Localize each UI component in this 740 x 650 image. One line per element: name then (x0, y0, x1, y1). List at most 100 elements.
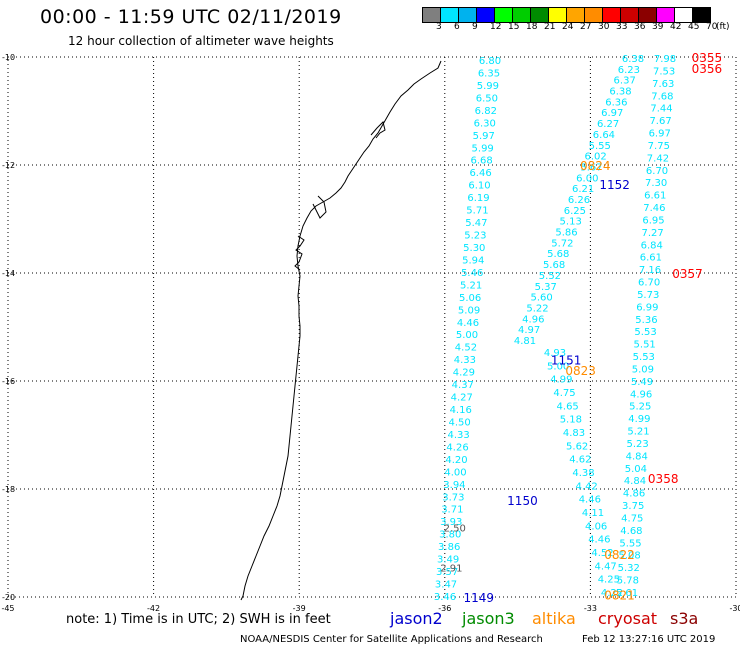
wave-height-value: 5.22 (526, 303, 548, 314)
wave-height-value: 6.70 (646, 166, 668, 177)
lon-tick-label: -42 (147, 604, 160, 613)
lon-tick-label: -33 (584, 604, 597, 613)
wave-height-value: 7.98 (654, 54, 676, 65)
wave-height-value: 6.36 (605, 97, 627, 108)
lon-tick-label: -45 (1, 604, 14, 613)
legend-swatch-1 (441, 8, 459, 22)
wave-height-value: 4.75 (553, 388, 575, 399)
wave-height-value: 6.23 (618, 65, 640, 76)
wave-height-value: 4.00 (444, 467, 466, 478)
wave-height-value: 6.38 (622, 54, 644, 65)
wave-height-value: 6.84 (641, 240, 663, 251)
wave-height-value: 6.80 (479, 56, 501, 67)
wave-height-value-low: 2.91 (440, 563, 462, 574)
wave-height-value: 4.68 (620, 526, 642, 537)
wave-height-value: 5.46 (461, 268, 483, 279)
wave-height-value: 4.75 (621, 513, 643, 524)
wave-height-value: 6.10 (468, 181, 490, 192)
wave-height-value: 3.57 (436, 567, 458, 578)
wave-height-value: 4.99 (550, 375, 572, 386)
map-frame (7, 56, 737, 598)
wave-height-value: 5.13 (560, 217, 582, 228)
wave-height-value: 6.19 (467, 193, 489, 204)
wave-height-value: 5.97 (473, 131, 495, 142)
wave-height-value: 5.04 (625, 464, 647, 475)
wave-height-value: 5.62 (566, 441, 588, 452)
lat-tick-label: -12 (2, 161, 15, 170)
wave-height-value: 4.86 (623, 489, 645, 500)
legend-swatch-11 (621, 8, 639, 22)
wave-height-value: 5.47 (465, 218, 487, 229)
wave-height-value: 3.73 (442, 492, 464, 503)
legend-swatch-2 (459, 8, 477, 22)
wave-height-value: 5.55 (619, 538, 641, 549)
wave-height-value: 4.29 (453, 368, 475, 379)
wave-height-value: 5.53 (633, 352, 655, 363)
legend-label: (ft) (716, 22, 730, 32)
wave-height-value: 4.20 (445, 455, 467, 466)
pass-time-label: 0824 (580, 159, 611, 173)
wave-height-value: 7.27 (641, 228, 663, 239)
wave-height-value: 3.86 (438, 542, 460, 553)
wave-height-value: 4.47 (595, 561, 617, 572)
legend-labels: 3 6 9 12 15 18 21 24 27 30 33 36 39 42 45 70 (ft) (422, 22, 740, 34)
legend-swatch-15 (693, 8, 710, 22)
wave-height-value: 3.80 (439, 530, 461, 541)
wave-height-value: 4.52 (591, 548, 613, 559)
bay-inlet-north (370, 121, 386, 139)
wave-height-value: 3.49 (437, 555, 459, 566)
lat-tick-label: -18 (2, 485, 15, 494)
wave-height-value: 6.02 (584, 152, 606, 163)
wave-height-value: 5.99 (472, 143, 494, 154)
wave-height-value: 6.46 (469, 168, 491, 179)
legend-swatch-13 (657, 8, 675, 22)
legend-label: 15 (508, 22, 520, 32)
wave-height-value: 4.37 (452, 380, 474, 391)
satellite-label-jason3: jason3 (462, 609, 515, 628)
legend-swatch-9 (585, 8, 603, 22)
wave-height-value: 6.70 (638, 278, 660, 289)
wave-height-value: 6.64 (593, 130, 615, 141)
wave-height-value: 5.53 (634, 327, 656, 338)
wave-height-value: 6.97 (601, 108, 623, 119)
wave-height-value: 7.53 (653, 66, 675, 77)
wave-height-value: 7.63 (652, 79, 674, 90)
wave-height-value: 4.26 (446, 442, 468, 453)
legend-label: 12 (490, 22, 502, 32)
wave-height-value: 5.51 (634, 340, 656, 351)
wave-height-value: 5.68 (543, 260, 565, 271)
wave-height-value: 5.61 (616, 588, 638, 599)
pass-time-label: 0822 (604, 548, 635, 562)
wave-height-value: 5.06 (459, 293, 481, 304)
legend-swatch-10 (603, 8, 621, 22)
legend-label: 18 (526, 22, 538, 32)
wave-height-value: 5.08 (619, 551, 641, 562)
wave-height-value: 6.26 (568, 195, 590, 206)
wave-height-value: 5.73 (637, 290, 659, 301)
wave-height-value: 7.42 (647, 153, 669, 164)
legend-swatch-12 (639, 8, 657, 22)
legend-label: 30 (598, 22, 610, 32)
satellite-label-cryosat: cryosat (598, 609, 658, 628)
wave-height-value: 6.82 (475, 106, 497, 117)
legend-label: 27 (580, 22, 592, 32)
wave-height-value: 4.46 (579, 495, 601, 506)
pass-time-label: 1149 (463, 591, 494, 605)
wave-height-value: 4.84 (624, 476, 646, 487)
lon-tick-label: -39 (293, 604, 306, 613)
wave-height-value: 6.00 (576, 173, 598, 184)
wave-height-value: 6.68 (470, 156, 492, 167)
wave-height-value: 5.94 (462, 255, 484, 266)
wave-height-value: 7.46 (643, 203, 665, 214)
lat-tick-label: -16 (2, 377, 15, 386)
wave-height-value: 7.30 (645, 178, 667, 189)
legend-label: 6 (454, 22, 460, 32)
pass-time-label: 0356 (692, 62, 723, 76)
bay-inlet-south (312, 195, 327, 219)
footnote: note: 1) Time is in UTC; 2) SWH is in fe… (66, 612, 331, 627)
legend-label: 42 (670, 22, 682, 32)
wave-height-value: 7.68 (651, 91, 673, 102)
wave-height-value: 7.67 (649, 116, 671, 127)
footer-timestamp: Feb 12 13:27:16 UTC 2019 (582, 634, 716, 645)
